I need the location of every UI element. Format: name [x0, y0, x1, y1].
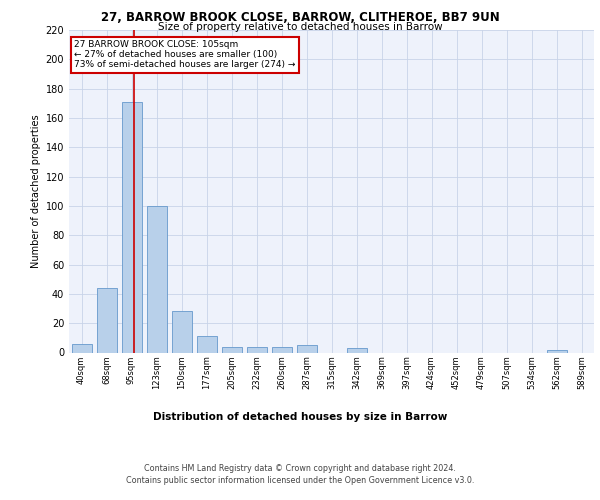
Bar	[547, 350, 566, 352]
Bar	[146, 206, 167, 352]
Bar	[172, 312, 191, 352]
Bar	[197, 336, 217, 352]
Bar	[71, 344, 91, 352]
Y-axis label: Number of detached properties: Number of detached properties	[31, 114, 41, 268]
Bar	[247, 346, 266, 352]
Bar	[347, 348, 367, 352]
Bar	[221, 346, 241, 352]
Text: Distribution of detached houses by size in Barrow: Distribution of detached houses by size …	[153, 412, 447, 422]
Bar	[97, 288, 116, 352]
Text: 27, BARROW BROOK CLOSE, BARROW, CLITHEROE, BB7 9UN: 27, BARROW BROOK CLOSE, BARROW, CLITHERO…	[101, 11, 499, 24]
Text: Contains HM Land Registry data © Crown copyright and database right 2024.: Contains HM Land Registry data © Crown c…	[144, 464, 456, 473]
Text: Contains public sector information licensed under the Open Government Licence v3: Contains public sector information licen…	[126, 476, 474, 485]
Bar	[296, 345, 317, 352]
Text: 27 BARROW BROOK CLOSE: 105sqm
← 27% of detached houses are smaller (100)
73% of : 27 BARROW BROOK CLOSE: 105sqm ← 27% of d…	[74, 40, 296, 70]
Bar	[121, 102, 142, 352]
Text: Size of property relative to detached houses in Barrow: Size of property relative to detached ho…	[158, 22, 442, 32]
Bar	[271, 346, 292, 352]
